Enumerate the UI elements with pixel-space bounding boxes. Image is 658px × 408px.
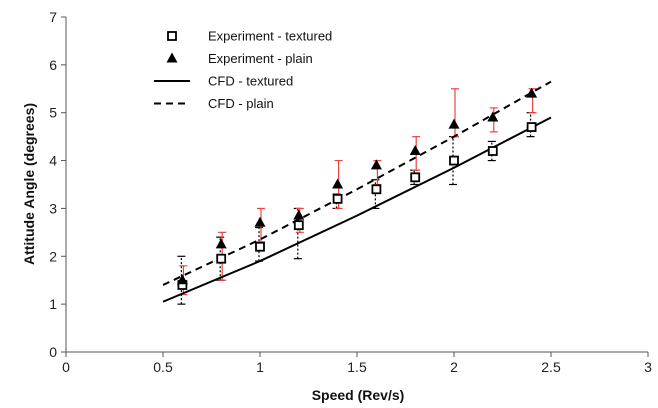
point-plain: [370, 159, 382, 170]
point-textured: [449, 155, 459, 166]
legend-label: Experiment - plain: [208, 51, 313, 66]
cfd-line-3: [162, 80, 552, 286]
axes: 0 0.5 1 1.5 2 2.5 3 0 1 2 3 4 5 6 7: [49, 9, 652, 375]
x-tick-label: 3: [644, 359, 652, 375]
x-tick-label: 0.5: [153, 359, 173, 375]
point-textured: [255, 241, 265, 252]
x-tick-label: 2.5: [541, 359, 561, 375]
y-tick-label: 2: [49, 248, 57, 264]
y-tick-label: 6: [49, 57, 57, 73]
x-axis-title: Speed (Rev/s): [312, 387, 405, 403]
point-textured: [371, 184, 382, 195]
experiment-points: [176, 87, 538, 290]
point-textured: [526, 122, 537, 132]
legend-label: Experiment - textured: [208, 29, 332, 44]
y-tick-label: 1: [49, 296, 57, 312]
point-textured: [332, 193, 343, 204]
legend-swatch-square: [167, 31, 177, 41]
point-textured: [216, 253, 227, 264]
point-plain: [332, 178, 344, 189]
x-tick-label: 0: [62, 359, 70, 375]
error-bars: [177, 88, 537, 305]
y-axis-title: Attitude Angle (degrees): [21, 103, 37, 265]
point-textured: [487, 146, 498, 156]
y-tick-label: 7: [49, 9, 57, 25]
point-plain: [215, 238, 227, 249]
y-tick-label: 0: [49, 344, 57, 360]
point-plain: [293, 209, 305, 220]
point-plain: [448, 118, 460, 129]
legend-swatch-triangle: [166, 52, 178, 63]
point-plain: [487, 111, 499, 122]
legend-label: CFD - plain: [208, 96, 274, 111]
y-tick-label: 3: [49, 200, 57, 216]
x-tick-label: 2: [450, 359, 458, 375]
cfd-lines: [162, 80, 552, 303]
x-tick-label: 1: [256, 359, 264, 375]
point-plain: [254, 216, 266, 227]
legend-label: CFD - textured: [208, 74, 293, 89]
point-plain: [409, 145, 421, 155]
y-tick-label: 4: [49, 153, 57, 169]
point-textured: [293, 220, 304, 231]
x-tick-label: 1.5: [347, 359, 367, 375]
point-plain: [176, 274, 188, 285]
y-tick-label: 5: [49, 105, 57, 121]
legend: Experiment - textured Experiment - plain C…: [154, 29, 332, 111]
cfd-line-2: [162, 116, 552, 303]
point-plain: [526, 87, 538, 98]
point-textured: [410, 172, 421, 183]
